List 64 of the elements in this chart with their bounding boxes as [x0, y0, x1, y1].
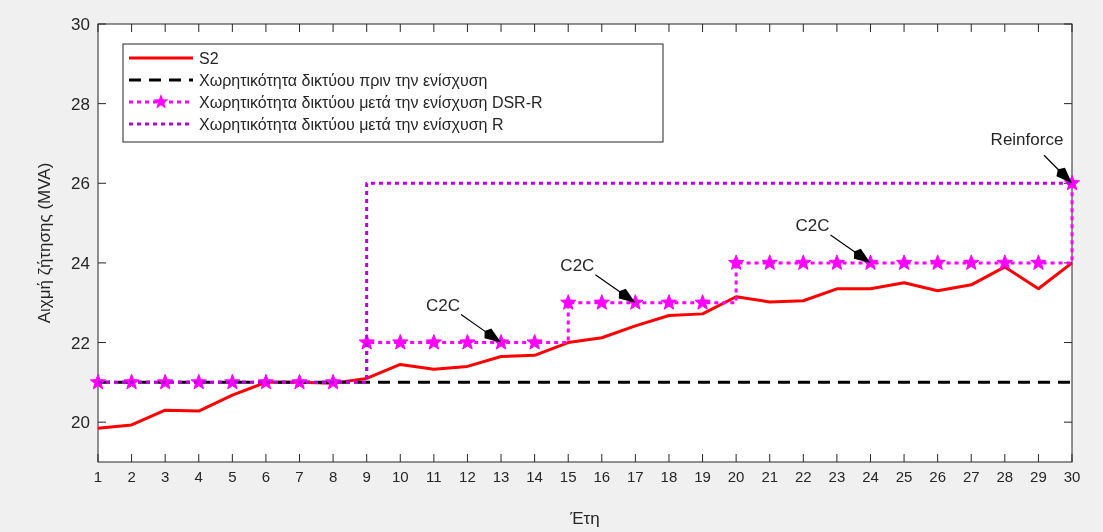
point — [728, 254, 745, 270]
point — [660, 294, 678, 310]
x-tick-label: 2 — [127, 468, 136, 485]
y-axis-title: Αιχμή ζήτησης (MVA) — [35, 162, 54, 324]
annotation: Reinforce — [990, 130, 1064, 150]
y-tick-label: 20 — [71, 413, 90, 433]
x-tick-label: 28 — [996, 468, 1014, 485]
x-tick-label: 17 — [627, 468, 644, 485]
x-axis-title: Έτη — [569, 509, 600, 528]
point — [526, 334, 543, 350]
legend-label: S2 — [199, 50, 219, 67]
point — [929, 254, 946, 270]
x-tick-label: 19 — [694, 468, 711, 485]
x-tick-label: 21 — [761, 468, 779, 485]
y-tick-label: 26 — [71, 174, 90, 194]
y-tick-label: 30 — [71, 15, 90, 34]
point — [459, 334, 476, 350]
point — [593, 294, 610, 310]
point — [963, 254, 980, 270]
x-tick-label: 10 — [391, 468, 409, 485]
point — [795, 254, 812, 270]
x-tick-label: 5 — [228, 468, 237, 485]
x-tick-label: 9 — [362, 468, 371, 485]
point — [392, 334, 409, 350]
x-tick-label: 8 — [328, 468, 338, 485]
point — [694, 294, 711, 310]
x-tick-label: 6 — [261, 468, 271, 485]
x-tick-label: 3 — [161, 468, 170, 485]
x-tick-label: 22 — [794, 468, 812, 485]
annotation: C2C — [795, 215, 830, 235]
annotation: C2C — [560, 255, 595, 275]
y-tick-label: 24 — [71, 253, 90, 273]
y-tick-label: 28 — [71, 94, 90, 114]
point — [425, 334, 442, 350]
annotation: C2C — [426, 295, 461, 315]
x-tick-label: 20 — [727, 468, 745, 485]
x-tick-label: 4 — [194, 468, 203, 485]
x-tick-label: 11 — [426, 468, 442, 485]
point — [996, 254, 1013, 270]
x-tick-label: 14 — [526, 468, 543, 485]
x-tick-label: 7 — [295, 468, 304, 485]
x-tick-label: 24 — [862, 468, 879, 485]
point — [1030, 254, 1047, 270]
x-tick-label: 18 — [660, 468, 678, 485]
x-tick-label: 12 — [459, 468, 476, 485]
y-tick-label: 22 — [71, 333, 90, 353]
x-tick-label: 27 — [962, 468, 980, 485]
x-tick-label: 29 — [1030, 468, 1047, 485]
point — [895, 254, 913, 270]
point — [828, 254, 846, 270]
point — [761, 254, 778, 270]
x-tick-label: 1 — [93, 468, 103, 485]
legend-label: Χωρητικότητα δικτύου μετά την ενίσχυση DSR-R — [199, 94, 543, 111]
legend-label: Χωρητικότητα δικτύου μετά την ενίσχυση R — [199, 116, 504, 133]
x-tick-label: 25 — [895, 468, 913, 485]
x-tick-label: 30 — [1063, 468, 1081, 485]
point — [862, 254, 879, 270]
x-tick-label: 16 — [593, 468, 611, 485]
point — [560, 294, 577, 310]
legend-label: Χωρητικότητα δικτύου πριν την ενίσχυση — [199, 72, 488, 89]
x-tick-label: 23 — [828, 468, 846, 485]
x-tick-label: 26 — [929, 468, 946, 485]
x-tick-label: 15 — [559, 468, 577, 485]
x-tick-label: 13 — [492, 468, 510, 485]
